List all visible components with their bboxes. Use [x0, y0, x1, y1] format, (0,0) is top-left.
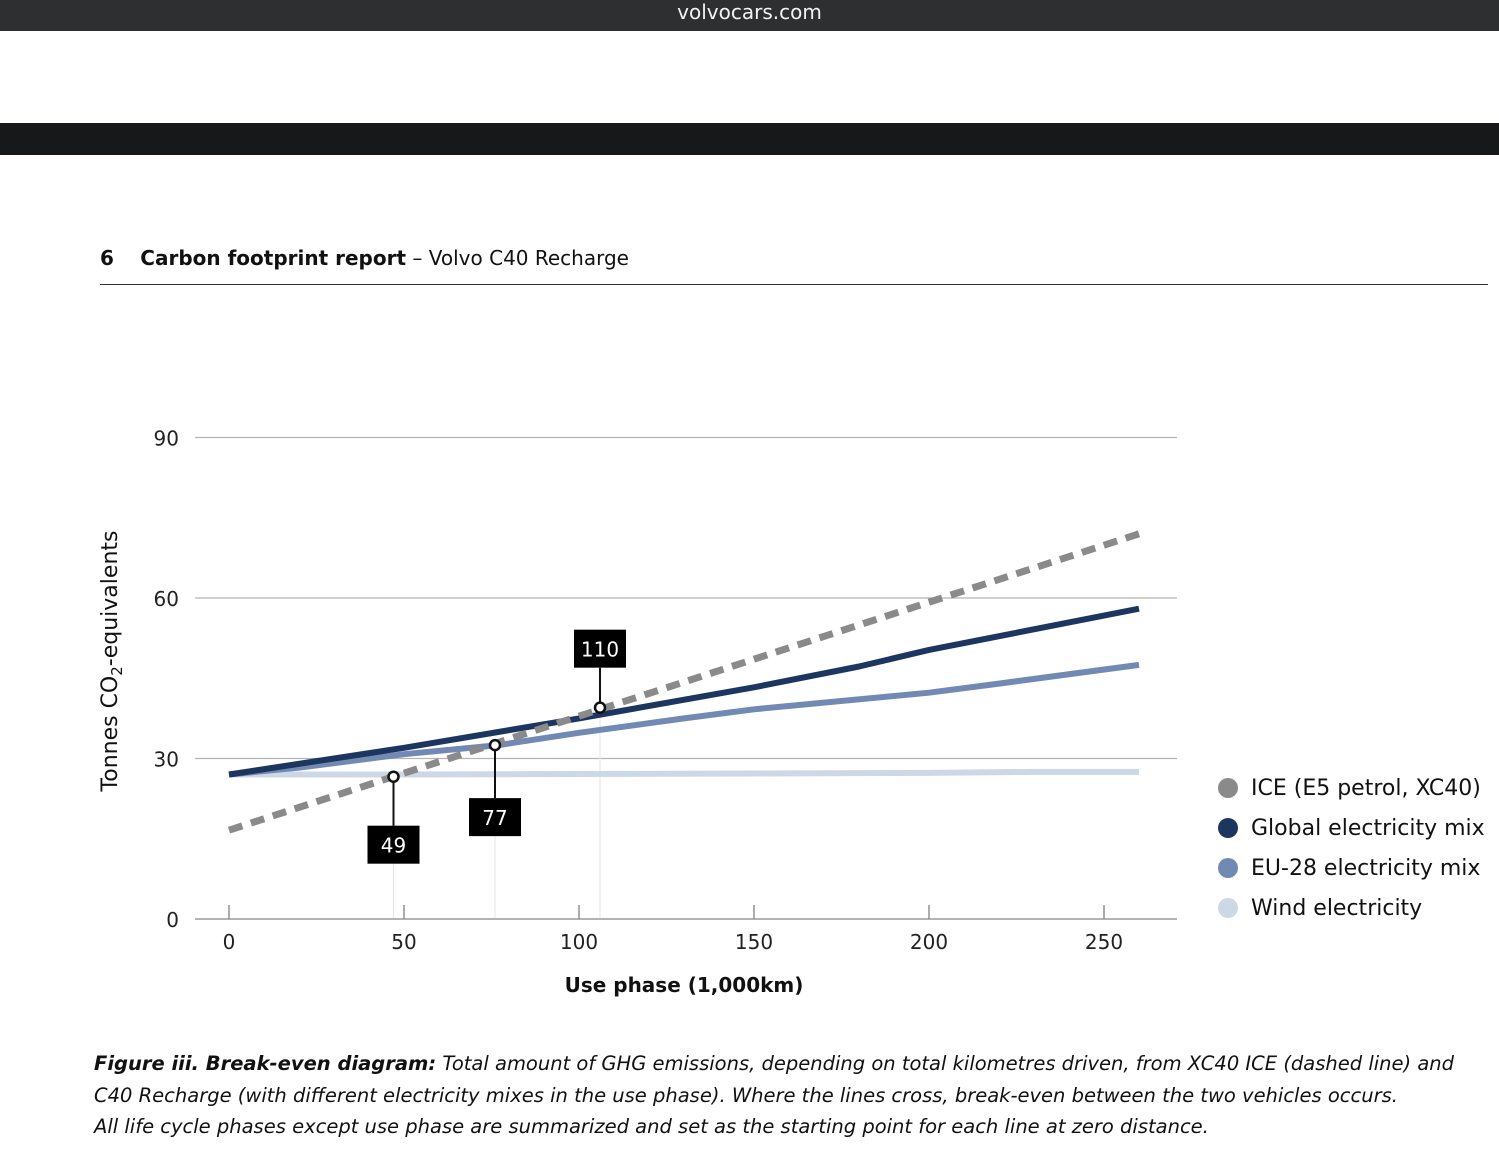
legend-label-global: Global electricity mix [1251, 815, 1485, 841]
annotation-box-49 [367, 825, 420, 864]
header-divider [100, 284, 1488, 285]
page-number: 6 [100, 246, 114, 270]
annotation-box-110 [574, 629, 626, 668]
y-tick-label-60: 60 [154, 587, 179, 611]
dark-band [0, 123, 1499, 155]
y-tick-label-0: 0 [166, 908, 179, 932]
x-tick-label-0: 0 [223, 930, 236, 954]
annotation-marker-77 [488, 738, 502, 752]
annotation-box-77 [469, 798, 521, 837]
series-line-global [228, 605, 1140, 778]
y-tick-label-30: 30 [154, 748, 179, 772]
blank-band [0, 31, 1499, 123]
legend-label-ice: ICE (E5 petrol, XC40) [1251, 775, 1481, 801]
legend-item-wind: Wind electricity [1218, 888, 1485, 928]
y-axis-label-subscript: 2 [108, 666, 126, 676]
report-header: 6 Carbon footprint report – Volvo C40 Re… [100, 246, 629, 270]
series-line-eu28 [228, 661, 1140, 778]
legend-item-ice: ICE (E5 petrol, XC40) [1218, 768, 1485, 808]
annotation-label-77: 77 [482, 806, 507, 830]
legend-item-eu28: EU-28 electricity mix [1218, 848, 1485, 888]
caption-text-1: Total amount of GHG emissions, depending… [442, 1052, 1455, 1075]
figure-caption: Figure iii. Break-even diagram: Total am… [94, 1048, 1454, 1143]
caption-lead: Figure iii. Break-even diagram: [94, 1052, 437, 1075]
x-tick-label-150: 150 [735, 930, 773, 954]
legend-item-global: Global electricity mix [1218, 808, 1485, 848]
legend-swatch-wind [1218, 898, 1238, 918]
x-tick-label-50: 50 [391, 930, 416, 954]
annotation-label-110: 110 [581, 638, 619, 662]
browser-url-text: volvocars.com [677, 0, 822, 24]
legend-swatch-global [1218, 818, 1238, 838]
x-axis-label: Use phase (1,000km) [565, 973, 804, 997]
y-tick-label-90: 90 [154, 427, 179, 451]
annotation-label-49: 49 [381, 834, 406, 858]
caption-line-1: Figure iii. Break-even diagram: Total am… [94, 1048, 1454, 1080]
caption-line-3: All life cycle phases except use phase a… [94, 1115, 1209, 1138]
caption-line-2: C40 Recharge (with different electricity… [94, 1083, 1398, 1107]
y-axis-label: Tonnes CO2-equivalents [98, 531, 126, 793]
legend-swatch-eu28 [1218, 858, 1238, 878]
legend-label-eu28: EU-28 electricity mix [1251, 855, 1481, 881]
y-axis-label-main: Tonnes CO [98, 676, 123, 793]
y-axis-label-rest: -equivalents [98, 531, 123, 667]
x-tick-label-100: 100 [560, 930, 598, 954]
series-line-wind [229, 768, 1139, 778]
report-title: Carbon footprint report [140, 246, 407, 270]
annotation-marker-110 [593, 701, 607, 714]
chart-legend: ICE (E5 petrol, XC40) Global electricity… [1218, 768, 1485, 928]
browser-url-bar[interactable]: volvocars.com [0, 0, 1499, 31]
x-tick-label-200: 200 [910, 930, 948, 954]
report-subtitle: – Volvo C40 Recharge [412, 246, 629, 270]
legend-swatch-ice [1218, 778, 1238, 798]
annotation-marker-49 [387, 770, 400, 783]
legend-label-wind: Wind electricity [1251, 895, 1423, 921]
x-tick-label-250: 250 [1085, 930, 1123, 954]
